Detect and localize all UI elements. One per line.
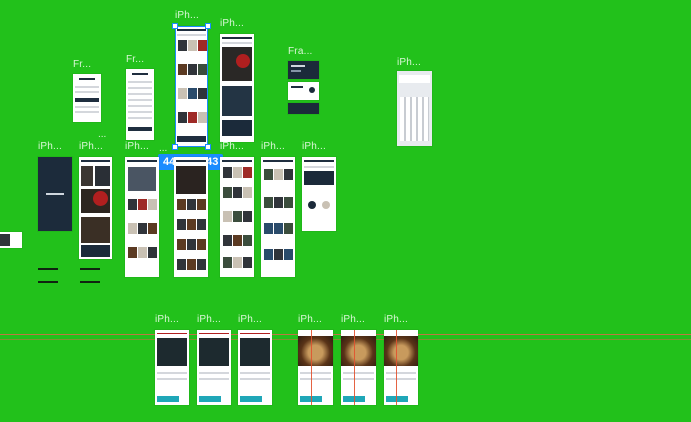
frame-label[interactable]: iPh... — [38, 141, 62, 152]
frame-thumbnail[interactable] — [125, 157, 159, 277]
card-frame[interactable] — [288, 103, 319, 114]
frame-thumbnail[interactable] — [220, 34, 254, 142]
frame-label[interactable]: iPh... — [341, 314, 365, 325]
frame-thumbnail[interactable] — [238, 330, 272, 405]
frame-label[interactable]: iPh... — [302, 141, 326, 152]
frame-thumbnail[interactable] — [220, 157, 254, 277]
frame-label[interactable]: iPh... — [397, 57, 421, 68]
resize-handle-bottom-right[interactable] — [205, 144, 211, 150]
more-ellipsis[interactable]: ... — [159, 143, 168, 154]
frame-label[interactable]: iPh... — [175, 10, 199, 21]
frame-thumbnail[interactable] — [174, 157, 208, 277]
vertical-guide-line — [354, 330, 355, 405]
frame-label[interactable]: iPh... — [155, 314, 179, 325]
frame-label[interactable]: iPh... — [261, 141, 285, 152]
resize-handle-top-left[interactable] — [172, 23, 178, 29]
small-component[interactable] — [38, 281, 58, 283]
frame-label[interactable]: iPh... — [79, 141, 103, 152]
frame-label[interactable]: iPh... — [238, 314, 262, 325]
card-frame[interactable] — [288, 61, 319, 79]
frame-thumbnail[interactable] — [341, 330, 376, 405]
frame-thumbnail[interactable] — [73, 74, 101, 122]
more-ellipsis[interactable]: ... — [98, 129, 107, 140]
keyboard-frame[interactable] — [397, 71, 432, 146]
frame-label[interactable]: iPh... — [197, 314, 221, 325]
selected-iphone-frame[interactable] — [175, 26, 208, 147]
frame-label[interactable]: Fr... — [73, 59, 92, 70]
frame-label[interactable]: iPh... — [220, 141, 244, 152]
vertical-guide-line — [396, 330, 397, 405]
frame-label[interactable]: Fra... — [288, 46, 313, 57]
frame-thumbnail[interactable] — [155, 330, 189, 405]
small-component[interactable] — [80, 268, 100, 270]
frame-label[interactable]: Fr... — [126, 54, 145, 65]
frame-thumbnail[interactable] — [384, 330, 418, 405]
frame-thumbnail[interactable] — [261, 157, 295, 277]
frame-label[interactable]: iPh... — [220, 18, 244, 29]
frame-label[interactable]: iPh... — [384, 314, 408, 325]
frame-thumbnail[interactable] — [298, 330, 333, 405]
card-frame[interactable] — [288, 82, 319, 100]
small-component[interactable] — [80, 281, 100, 283]
resize-handle-bottom-left[interactable] — [172, 144, 178, 150]
vertical-guide-line — [311, 330, 312, 405]
frame-thumbnail[interactable] — [126, 69, 154, 140]
frame-thumbnail[interactable] — [197, 330, 231, 405]
frame-label[interactable]: iPh... — [298, 314, 322, 325]
splash-frame[interactable] — [38, 157, 72, 231]
frame-thumbnail[interactable] — [302, 157, 336, 231]
frame-thumbnail[interactable] — [79, 157, 112, 259]
resize-handle-top-right[interactable] — [205, 23, 211, 29]
frame-label[interactable]: iPh... — [125, 141, 149, 152]
small-frame[interactable] — [0, 232, 22, 248]
small-component[interactable] — [38, 268, 58, 270]
